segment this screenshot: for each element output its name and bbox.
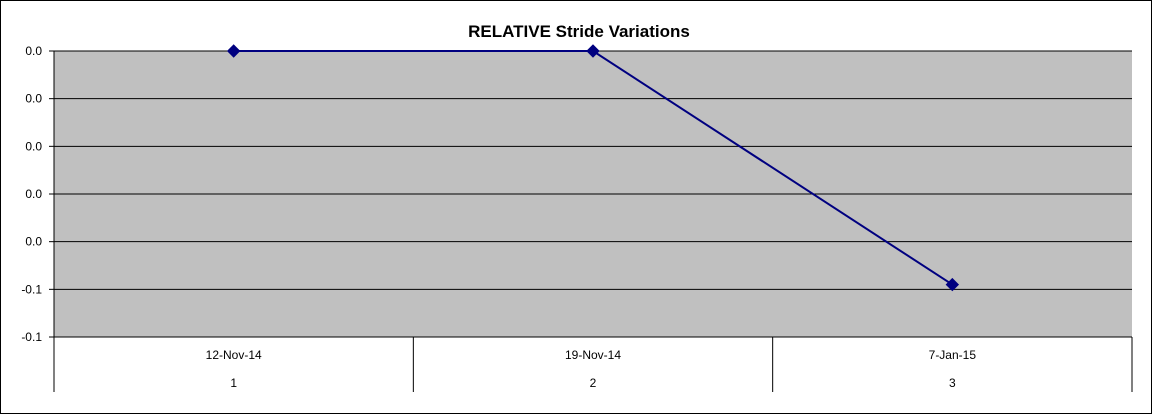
data-point-marker [586,44,600,58]
y-tick-label: 0.0 [25,92,42,106]
y-tick-label: 0.0 [25,44,42,58]
x-tick-label: 7-Jan-15 [929,348,977,362]
x-tick-label: 19-Nov-14 [565,348,621,362]
series [226,44,960,292]
x-axis: 12-Nov-14 1 19-Nov-14 2 7-Jan-15 3 [53,337,1133,392]
data-point-marker [226,44,241,58]
chart-title: RELATIVE Stride Variations [468,22,690,41]
data-point-marker [945,277,960,292]
x-tick-label: 12-Nov-14 [206,348,262,362]
x-category-number: 1 [230,376,237,390]
y-tick-label: 0.0 [25,187,42,201]
y-tick-label: -0.1 [21,282,42,296]
x-category-number: 3 [949,376,956,390]
y-axis: 0.0 0.0 0.0 0.0 0.0 -0.1 -0.1 [21,44,55,344]
y-tick-label: 0.0 [25,139,42,153]
y-tick-label: -0.1 [21,330,42,344]
x-category-number: 2 [590,376,597,390]
y-tick-label: 0.0 [25,235,42,249]
